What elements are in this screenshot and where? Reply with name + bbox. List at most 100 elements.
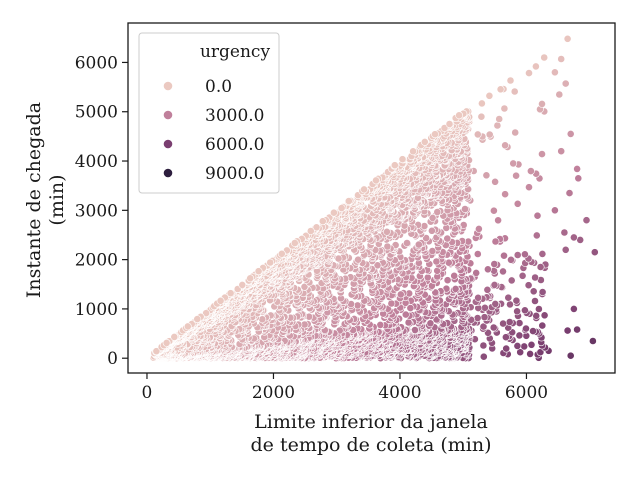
data-point xyxy=(570,233,578,242)
data-point xyxy=(443,276,452,285)
data-point xyxy=(538,249,547,258)
data-point xyxy=(477,112,486,121)
data-point xyxy=(479,322,488,331)
data-point xyxy=(538,150,546,158)
data-point xyxy=(532,311,541,320)
data-point xyxy=(501,333,510,342)
data-point xyxy=(403,239,411,247)
data-point xyxy=(521,306,529,315)
data-point xyxy=(499,319,507,328)
data-point xyxy=(426,319,435,328)
data-point xyxy=(354,255,362,264)
data-point xyxy=(404,318,413,327)
data-point xyxy=(509,159,518,168)
data-point xyxy=(507,255,515,264)
data-point xyxy=(396,290,405,299)
data-point xyxy=(499,267,507,276)
data-point xyxy=(477,99,486,108)
data-point xyxy=(513,307,521,316)
data-point xyxy=(504,293,513,302)
data-point xyxy=(566,351,575,360)
data-point xyxy=(473,250,482,258)
data-point xyxy=(512,171,520,180)
data-point xyxy=(590,248,599,257)
data-point xyxy=(525,183,533,192)
data-point xyxy=(563,326,572,335)
data-point xyxy=(529,287,538,296)
data-point xyxy=(535,305,543,313)
data-point xyxy=(507,276,516,285)
data-point xyxy=(376,320,385,329)
data-point xyxy=(529,327,537,335)
data-point xyxy=(540,53,549,62)
data-point xyxy=(483,285,492,294)
data-point xyxy=(536,263,545,271)
data-point xyxy=(557,147,566,156)
data-point xyxy=(443,234,452,243)
data-point xyxy=(427,226,436,235)
data-point xyxy=(557,55,566,63)
data-point xyxy=(501,141,509,150)
data-point xyxy=(495,115,504,123)
data-point xyxy=(513,251,522,259)
data-point xyxy=(561,245,570,254)
data-point xyxy=(489,323,498,332)
data-point xyxy=(474,293,482,302)
data-point xyxy=(513,199,522,208)
data-point xyxy=(582,216,591,225)
data-point xyxy=(500,104,509,113)
data-point xyxy=(489,206,498,215)
data-point xyxy=(444,258,453,267)
data-point xyxy=(502,344,511,353)
data-point xyxy=(433,208,442,216)
data-point xyxy=(573,164,581,173)
data-point xyxy=(570,304,578,313)
data-point xyxy=(512,296,521,305)
data-point xyxy=(566,129,575,138)
data-point xyxy=(479,341,488,350)
data-point xyxy=(525,69,533,77)
data-point xyxy=(479,352,488,361)
data-point xyxy=(501,190,509,199)
data-point xyxy=(515,319,524,327)
data-point xyxy=(505,318,514,326)
data-point xyxy=(574,174,583,183)
data-point xyxy=(589,337,597,345)
data-point xyxy=(482,171,491,180)
data-point xyxy=(565,189,574,197)
scatter-points xyxy=(149,34,599,363)
data-point xyxy=(538,288,547,296)
data-point xyxy=(531,273,539,282)
data-point xyxy=(526,349,534,358)
data-point xyxy=(527,167,535,175)
data-point xyxy=(511,128,520,137)
data-point xyxy=(485,130,494,139)
data-point xyxy=(538,321,547,330)
data-point xyxy=(510,87,519,96)
data-point xyxy=(555,90,564,99)
data-point xyxy=(515,331,524,340)
data-point xyxy=(451,284,460,293)
data-point xyxy=(518,271,527,280)
data-point xyxy=(551,68,559,77)
data-point xyxy=(513,341,522,350)
data-point xyxy=(420,222,429,230)
data-point xyxy=(491,299,500,308)
data-point xyxy=(540,311,549,320)
data-point xyxy=(401,310,410,319)
data-point xyxy=(480,303,489,312)
data-point xyxy=(491,177,499,186)
data-point xyxy=(480,313,489,322)
data-point xyxy=(493,121,502,130)
data-point xyxy=(532,231,541,240)
data-point xyxy=(473,314,482,322)
data-point xyxy=(527,340,536,349)
data-point xyxy=(573,325,581,334)
data-point xyxy=(461,205,469,213)
data-point xyxy=(533,211,542,220)
data-point xyxy=(538,100,546,108)
data-point xyxy=(258,315,267,324)
data-point xyxy=(500,251,508,260)
data-point xyxy=(561,79,570,88)
